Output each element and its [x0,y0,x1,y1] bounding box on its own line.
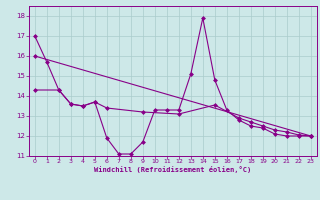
X-axis label: Windchill (Refroidissement éolien,°C): Windchill (Refroidissement éolien,°C) [94,166,252,173]
